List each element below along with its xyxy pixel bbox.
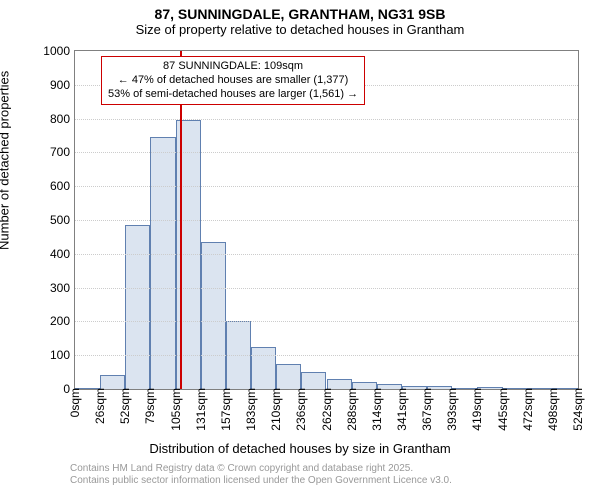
y-tick-label: 900 <box>50 78 75 92</box>
grid-line <box>75 152 578 153</box>
bar <box>276 364 301 389</box>
x-tick-label: 157sqm <box>219 388 233 431</box>
grid-line <box>75 119 578 120</box>
x-tick-label: 236sqm <box>294 388 308 431</box>
x-tick-label: 314sqm <box>370 388 384 431</box>
grid-line <box>75 355 578 356</box>
y-axis-label: Number of detached properties <box>0 71 12 250</box>
info-box: 87 SUNNINGDALE: 109sqm ← 47% of detached… <box>101 56 365 105</box>
x-tick-label: 498sqm <box>546 388 560 431</box>
x-tick-label: 105sqm <box>169 388 183 431</box>
x-axis-label: Distribution of detached houses by size … <box>0 441 600 456</box>
x-tick-label: 52sqm <box>118 388 132 424</box>
x-tick-label: 341sqm <box>395 388 409 431</box>
bar <box>125 225 150 389</box>
y-tick-label: 100 <box>50 348 75 362</box>
x-tick-label: 367sqm <box>420 388 434 431</box>
bar <box>100 375 125 389</box>
footnote: Contains HM Land Registry data © Crown c… <box>70 463 452 487</box>
bar <box>301 372 326 389</box>
x-tick-label: 419sqm <box>470 388 484 431</box>
x-tick-label: 524sqm <box>571 388 585 431</box>
x-tick-label: 79sqm <box>143 388 157 424</box>
y-tick-label: 600 <box>50 179 75 193</box>
bar <box>251 347 276 389</box>
y-tick-label: 1000 <box>43 44 75 58</box>
info-line-2: ← 47% of detached houses are smaller (1,… <box>108 74 358 88</box>
x-tick-label: 472sqm <box>521 388 535 431</box>
title-main: 87, SUNNINGDALE, GRANTHAM, NG31 9SB <box>0 6 600 22</box>
x-tick-label: 445sqm <box>496 388 510 431</box>
y-tick-label: 500 <box>50 213 75 227</box>
info-line-3: 53% of semi-detached houses are larger (… <box>108 88 358 102</box>
grid-line <box>75 288 578 289</box>
grid-line <box>75 321 578 322</box>
plot-area: 01002003004005006007008009001000 0sqm26s… <box>74 50 579 390</box>
x-tick-label: 183sqm <box>244 388 258 431</box>
title-sub: Size of property relative to detached ho… <box>0 22 600 37</box>
title-block: 87, SUNNINGDALE, GRANTHAM, NG31 9SB Size… <box>0 6 600 37</box>
grid-line <box>75 220 578 221</box>
x-tick-label: 26sqm <box>93 388 107 424</box>
x-tick-label: 288sqm <box>345 388 359 431</box>
x-tick-label: 210sqm <box>269 388 283 431</box>
y-tick-label: 300 <box>50 281 75 295</box>
x-tick-label: 0sqm <box>68 388 82 417</box>
grid-line <box>75 254 578 255</box>
footnote-line-1: Contains HM Land Registry data © Crown c… <box>70 463 413 474</box>
grid-line <box>75 186 578 187</box>
x-tick-label: 131sqm <box>194 388 208 431</box>
y-tick-label: 200 <box>50 314 75 328</box>
bar <box>201 242 226 389</box>
y-tick-label: 400 <box>50 247 75 261</box>
x-tick-label: 262sqm <box>320 388 334 431</box>
chart-container: 87, SUNNINGDALE, GRANTHAM, NG31 9SB Size… <box>0 0 600 500</box>
bar <box>150 137 175 389</box>
y-tick-label: 800 <box>50 112 75 126</box>
x-tick-label: 393sqm <box>445 388 459 431</box>
footnote-line-2: Contains public sector information licen… <box>70 475 452 486</box>
y-tick-label: 700 <box>50 145 75 159</box>
info-line-1: 87 SUNNINGDALE: 109sqm <box>108 60 358 74</box>
